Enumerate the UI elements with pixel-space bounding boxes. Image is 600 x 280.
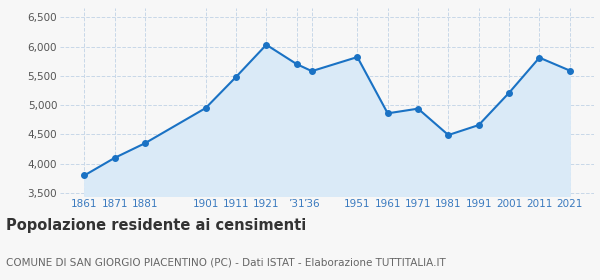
Point bbox=[79, 173, 89, 178]
Point bbox=[383, 111, 392, 116]
Point bbox=[504, 91, 514, 95]
Point bbox=[413, 106, 423, 111]
Point bbox=[140, 141, 150, 146]
Point bbox=[353, 55, 362, 59]
Point bbox=[231, 75, 241, 79]
Point bbox=[262, 43, 271, 47]
Point bbox=[474, 123, 484, 127]
Point bbox=[201, 106, 211, 110]
Point bbox=[565, 68, 575, 73]
Point bbox=[292, 62, 301, 66]
Text: COMUNE DI SAN GIORGIO PIACENTINO (PC) - Dati ISTAT - Elaborazione TUTTITALIA.IT: COMUNE DI SAN GIORGIO PIACENTINO (PC) - … bbox=[6, 258, 446, 268]
Point bbox=[110, 156, 119, 160]
Point bbox=[307, 69, 317, 73]
Point bbox=[443, 133, 453, 137]
Text: Popolazione residente ai censimenti: Popolazione residente ai censimenti bbox=[6, 218, 306, 234]
Point bbox=[535, 55, 544, 60]
